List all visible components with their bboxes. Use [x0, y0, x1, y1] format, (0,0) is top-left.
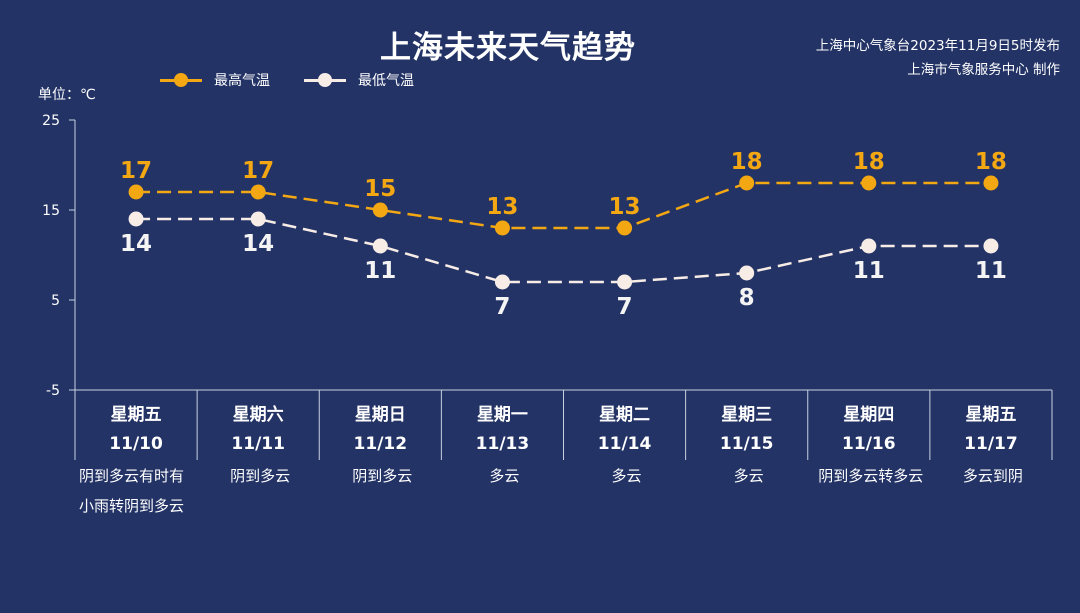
data-point-low	[739, 265, 755, 281]
data-label-low: 7	[617, 294, 633, 320]
y-tick-label: -5	[46, 383, 60, 399]
data-label-low: 14	[120, 231, 152, 257]
data-label-low: 14	[242, 231, 274, 257]
weekday-label: 星期二	[599, 405, 651, 425]
data-label-high: 18	[731, 149, 763, 175]
data-label-low: 11	[853, 258, 885, 284]
data-label-low: 7	[494, 294, 510, 320]
unit-label: 单位：℃	[38, 87, 96, 103]
date-label: 11/10	[109, 434, 163, 454]
data-point-high	[617, 220, 633, 236]
data-point-high	[739, 175, 755, 191]
data-point-high	[250, 184, 266, 200]
source-info: 上海中心气象台2023年11月9日5时发布 上海市气象服务中心 制作	[816, 34, 1060, 82]
legend-swatch-high	[160, 70, 202, 90]
weekday-label: 星期五	[110, 405, 162, 425]
data-point-low	[861, 238, 877, 254]
legend-item-low: 最低气温	[304, 70, 414, 90]
data-point-high	[861, 175, 877, 191]
data-point-high	[372, 202, 388, 218]
day-header: 星期五 11/10	[75, 390, 197, 460]
y-tick-label: 15	[42, 203, 60, 219]
weekday-label: 星期四	[843, 405, 895, 425]
legend-label-low: 最低气温	[358, 73, 414, 89]
legend: 最高气温 最低气温	[160, 70, 414, 90]
legend-swatch-low	[304, 70, 346, 90]
data-point-low	[372, 238, 388, 254]
data-point-low	[494, 274, 510, 290]
data-point-low	[128, 211, 144, 227]
day-header: 星期日 11/12	[319, 390, 441, 460]
data-label-high: 15	[364, 176, 396, 202]
weekday-label: 星期一	[476, 405, 528, 425]
data-label-high: 13	[609, 194, 641, 220]
y-tick-label: 5	[51, 293, 60, 309]
data-point-high	[983, 175, 999, 191]
series-line-low	[136, 217, 991, 284]
legend-label-high: 最高气温	[214, 73, 270, 89]
weekday-label: 星期六	[232, 405, 284, 425]
day-header: 星期六 11/11	[197, 390, 319, 460]
weather-description: 阴到多云	[352, 467, 413, 485]
data-label-high: 18	[975, 149, 1007, 175]
weekday-label: 星期日	[354, 405, 406, 425]
data-point-high	[494, 220, 510, 236]
data-label-high: 17	[242, 158, 274, 184]
date-label: 11/14	[597, 434, 652, 454]
date-label: 11/12	[353, 434, 408, 454]
weather-description: 多云	[489, 467, 520, 485]
day-header: 星期一 11/13	[441, 390, 563, 460]
data-point-high	[128, 184, 144, 200]
data-label-high: 18	[853, 149, 885, 175]
day-header: 星期三 11/15	[686, 390, 808, 460]
data-label-high: 13	[486, 194, 518, 220]
data-label-low: 11	[364, 258, 396, 284]
date-label: 11/15	[719, 434, 774, 454]
date-label: 11/17	[964, 434, 1018, 454]
data-label-high: 17	[120, 158, 152, 184]
day-header: 星期五 11/17	[930, 390, 1052, 460]
date-label: 11/11	[231, 434, 285, 454]
source-line-1: 上海中心气象台2023年11月9日5时发布	[815, 38, 1060, 54]
source-line-2: 上海市气象服务中心 制作	[907, 62, 1060, 78]
data-label-low: 8	[739, 285, 755, 311]
weather-description: 多云	[611, 467, 642, 485]
day-header: 星期二 11/14	[564, 390, 686, 460]
data-label-low: 11	[975, 258, 1007, 284]
chart-title: 上海未来天气趋势	[380, 30, 636, 66]
day-header: 星期四 11/16	[808, 390, 930, 460]
weather-description: 多云	[733, 467, 764, 485]
weekday-label: 星期五	[965, 405, 1017, 425]
weather-description: 多云到阴	[962, 467, 1023, 485]
weather-description: 阴到多云有时有小雨转阴到多云	[79, 467, 185, 515]
data-point-low	[617, 274, 633, 290]
series-line-high	[136, 181, 991, 230]
date-label: 11/13	[475, 434, 530, 454]
weather-description: 阴到多云转多云	[818, 467, 924, 485]
y-tick-label: 25	[42, 113, 60, 129]
weekday-label: 星期三	[721, 405, 773, 425]
date-label: 11/16	[842, 434, 896, 454]
data-point-low	[983, 238, 999, 254]
legend-item-high: 最高气温	[160, 70, 270, 90]
data-point-low	[250, 211, 266, 227]
weather-description: 阴到多云	[230, 467, 291, 485]
